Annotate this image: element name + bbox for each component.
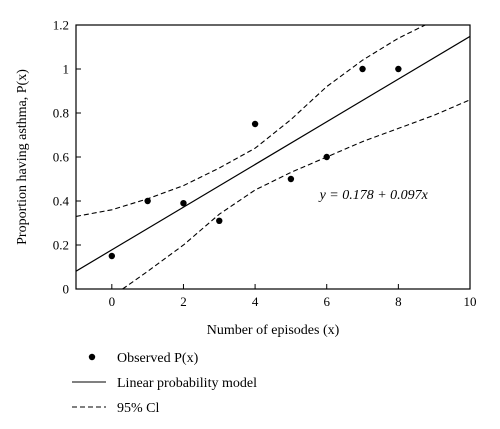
observed-point xyxy=(144,197,151,205)
ci-upper-line xyxy=(76,25,427,217)
legend-label: 95% Cl xyxy=(117,401,160,416)
observed-point xyxy=(180,200,187,207)
plot-area: 0 2 4 6 8 10 0 0.2 0.4 0.6 0.8 1 1.2 y = 0.178 + 0.… xyxy=(53,18,477,310)
y-axis-ticks: 0 0.2 0.4 0.6 0.8 1 1.2 xyxy=(53,18,81,297)
confidence-interval-lines xyxy=(76,25,470,289)
x-tick-label: 10 xyxy=(464,294,477,309)
x-axis-ticks: 0 2 4 6 8 10 xyxy=(109,284,477,309)
x-tick-label: 2 xyxy=(180,294,187,309)
observed-point xyxy=(287,175,295,183)
y-axis-label: Proportion having asthma, P(x) xyxy=(15,69,30,245)
observed-point xyxy=(108,252,116,260)
regression-equation: y = 0.178 + 0.097x xyxy=(318,188,429,203)
y-tick-label: 1.2 xyxy=(53,18,69,33)
y-tick-label: 1 xyxy=(63,62,70,77)
observed-points xyxy=(108,65,402,260)
observed-point xyxy=(216,217,223,224)
x-tick-label: 6 xyxy=(323,294,330,309)
legend: Observed P(x) Linear probability model 95%… xyxy=(72,351,257,416)
observed-point xyxy=(359,65,366,73)
legend-point-swatch xyxy=(88,353,96,361)
x-tick-label: 8 xyxy=(395,294,402,309)
legend-label: Observed P(x) xyxy=(117,351,199,366)
legend-label: Linear probability model xyxy=(117,376,257,391)
y-tick-label: 0.4 xyxy=(53,194,70,209)
linear-model-line xyxy=(76,35,470,272)
x-tick-label: 0 xyxy=(109,294,116,309)
y-tick-label: 0.2 xyxy=(53,238,69,253)
x-axis-label: Number of episodes (x) xyxy=(207,323,340,338)
observed-point xyxy=(251,120,259,128)
x-tick-label: 4 xyxy=(252,294,259,309)
ci-lower-line xyxy=(122,99,470,289)
plot-frame xyxy=(75,24,471,290)
observed-point xyxy=(323,153,330,161)
y-tick-label: 0 xyxy=(63,282,70,297)
y-tick-label: 0.8 xyxy=(53,106,69,121)
observed-point xyxy=(395,65,402,73)
y-tick-label: 0.6 xyxy=(53,150,70,165)
linear-model-line-group xyxy=(76,35,470,272)
